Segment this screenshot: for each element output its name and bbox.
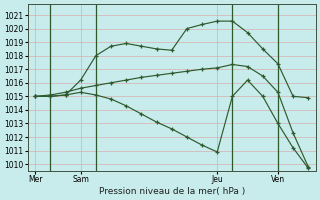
X-axis label: Pression niveau de la mer( hPa ): Pression niveau de la mer( hPa )	[99, 187, 245, 196]
